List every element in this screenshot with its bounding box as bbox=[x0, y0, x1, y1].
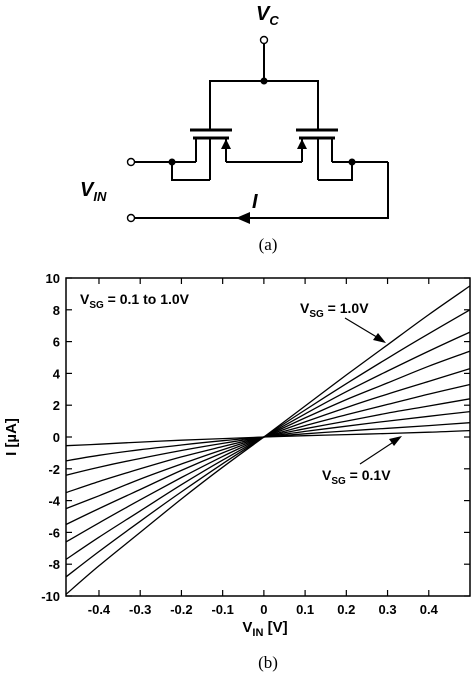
y-tick-label: 4 bbox=[53, 366, 61, 381]
x-tick-label: 0 bbox=[260, 602, 267, 617]
series-line-2 bbox=[65, 422, 471, 462]
y-tick-label: -4 bbox=[48, 494, 60, 509]
y-tick-label: -8 bbox=[48, 557, 60, 572]
y-tick-label: 8 bbox=[53, 303, 60, 318]
x-tick-label: -0.1 bbox=[211, 602, 233, 617]
series-line-10 bbox=[65, 285, 471, 595]
arrow-bottom-head bbox=[389, 436, 402, 446]
circuit-schematic: VC VIN I (a) bbox=[80, 3, 389, 254]
y-axis-label: I [µA] bbox=[3, 418, 20, 456]
series-line-7 bbox=[65, 350, 471, 543]
gate-rail bbox=[209, 80, 319, 118]
series-line-4 bbox=[65, 398, 471, 494]
x-tick-label: 0.3 bbox=[379, 602, 397, 617]
x-tick-label: -0.3 bbox=[129, 602, 151, 617]
x-tick-label: 0.4 bbox=[420, 602, 439, 617]
y-tick-label: 6 bbox=[53, 335, 60, 350]
return-wire bbox=[135, 162, 389, 219]
y-tick-label: 10 bbox=[46, 271, 60, 286]
series-line-5 bbox=[65, 383, 471, 510]
x-tick-label: 0.2 bbox=[337, 602, 355, 617]
series-line-6 bbox=[65, 367, 471, 526]
axis-ticks: -0.4 -0.3 -0.2 -0.1 0 0.1 0.2 0.3 0.4 -10 -8 -6 -4 -2… bbox=[41, 271, 470, 617]
x-tick-label: -0.2 bbox=[170, 602, 192, 617]
x-tick-label: -0.4 bbox=[88, 602, 111, 617]
y-tick-label: 0 bbox=[53, 430, 60, 445]
current-label: I bbox=[252, 191, 258, 213]
arrow-bottom-line bbox=[359, 440, 396, 465]
y-tick-label: 2 bbox=[53, 398, 60, 413]
arrow-top-head bbox=[373, 333, 386, 343]
vc-label: VC bbox=[256, 3, 279, 28]
annotation-vsg-top: VSG = 1.0V bbox=[300, 300, 369, 320]
left-body-wire bbox=[171, 162, 210, 181]
series-curves bbox=[65, 285, 471, 595]
annotation-vsg-range: VSG = 0.1 to 1.0V bbox=[80, 291, 190, 311]
vin-terminal-bottom bbox=[126, 213, 136, 223]
annotation-vsg-bottom: VSG = 0.1V bbox=[322, 467, 391, 487]
iv-chart: -0.4 -0.3 -0.2 -0.1 0 0.1 0.2 0.3 0.4 -10 -8 -6 -4 -2… bbox=[3, 271, 471, 672]
y-tick-label: -6 bbox=[48, 525, 60, 540]
x-tick-label: 0.1 bbox=[296, 602, 314, 617]
x-axis-label: VIN [V] bbox=[242, 619, 287, 639]
series-line-1 bbox=[65, 429, 471, 447]
caption-a: (a) bbox=[259, 235, 278, 254]
current-arrow bbox=[236, 212, 250, 224]
caption-b: (b) bbox=[258, 653, 278, 672]
y-tick-label: -2 bbox=[48, 462, 60, 477]
vin-label: VIN bbox=[80, 179, 107, 204]
arrow-top-line bbox=[344, 317, 381, 340]
vc-terminal bbox=[259, 35, 269, 45]
y-tick-label: -10 bbox=[41, 589, 60, 604]
vin-terminal-top bbox=[126, 157, 136, 167]
right-body-wire bbox=[318, 162, 353, 181]
left-source-arrow bbox=[221, 139, 231, 149]
right-source-arrow bbox=[297, 139, 307, 149]
series-line-8 bbox=[65, 331, 471, 560]
